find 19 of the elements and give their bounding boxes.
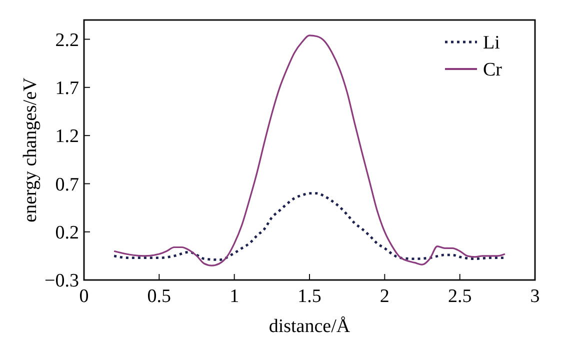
y-tick-label: 1.7 (55, 78, 79, 100)
line-series (112, 192, 506, 261)
x-tick-label: 2.5 (448, 286, 472, 307)
x-tick-label: 3 (530, 286, 540, 307)
x-tick-label: 2 (380, 286, 390, 307)
x-tick-label: 1.5 (298, 286, 322, 307)
x-axis-title: distance/Å (268, 316, 350, 337)
x-tick-label: 0.5 (147, 286, 172, 307)
y-tick-label: 0.2 (55, 222, 79, 244)
y-tick-label: 0.7 (55, 174, 79, 196)
x-tick-label: 1 (230, 286, 240, 307)
x-tick-label: 0 (79, 286, 89, 307)
y-tick-label: 1.2 (55, 126, 79, 148)
line-series (113, 34, 506, 266)
legend-label: Cr (483, 60, 503, 81)
y-tick-label: −0.3 (44, 270, 79, 292)
y-tick-label: 2.2 (55, 30, 79, 51)
legend-label: Li (483, 32, 500, 54)
y-axis-title: energy changes/eV (20, 77, 41, 222)
